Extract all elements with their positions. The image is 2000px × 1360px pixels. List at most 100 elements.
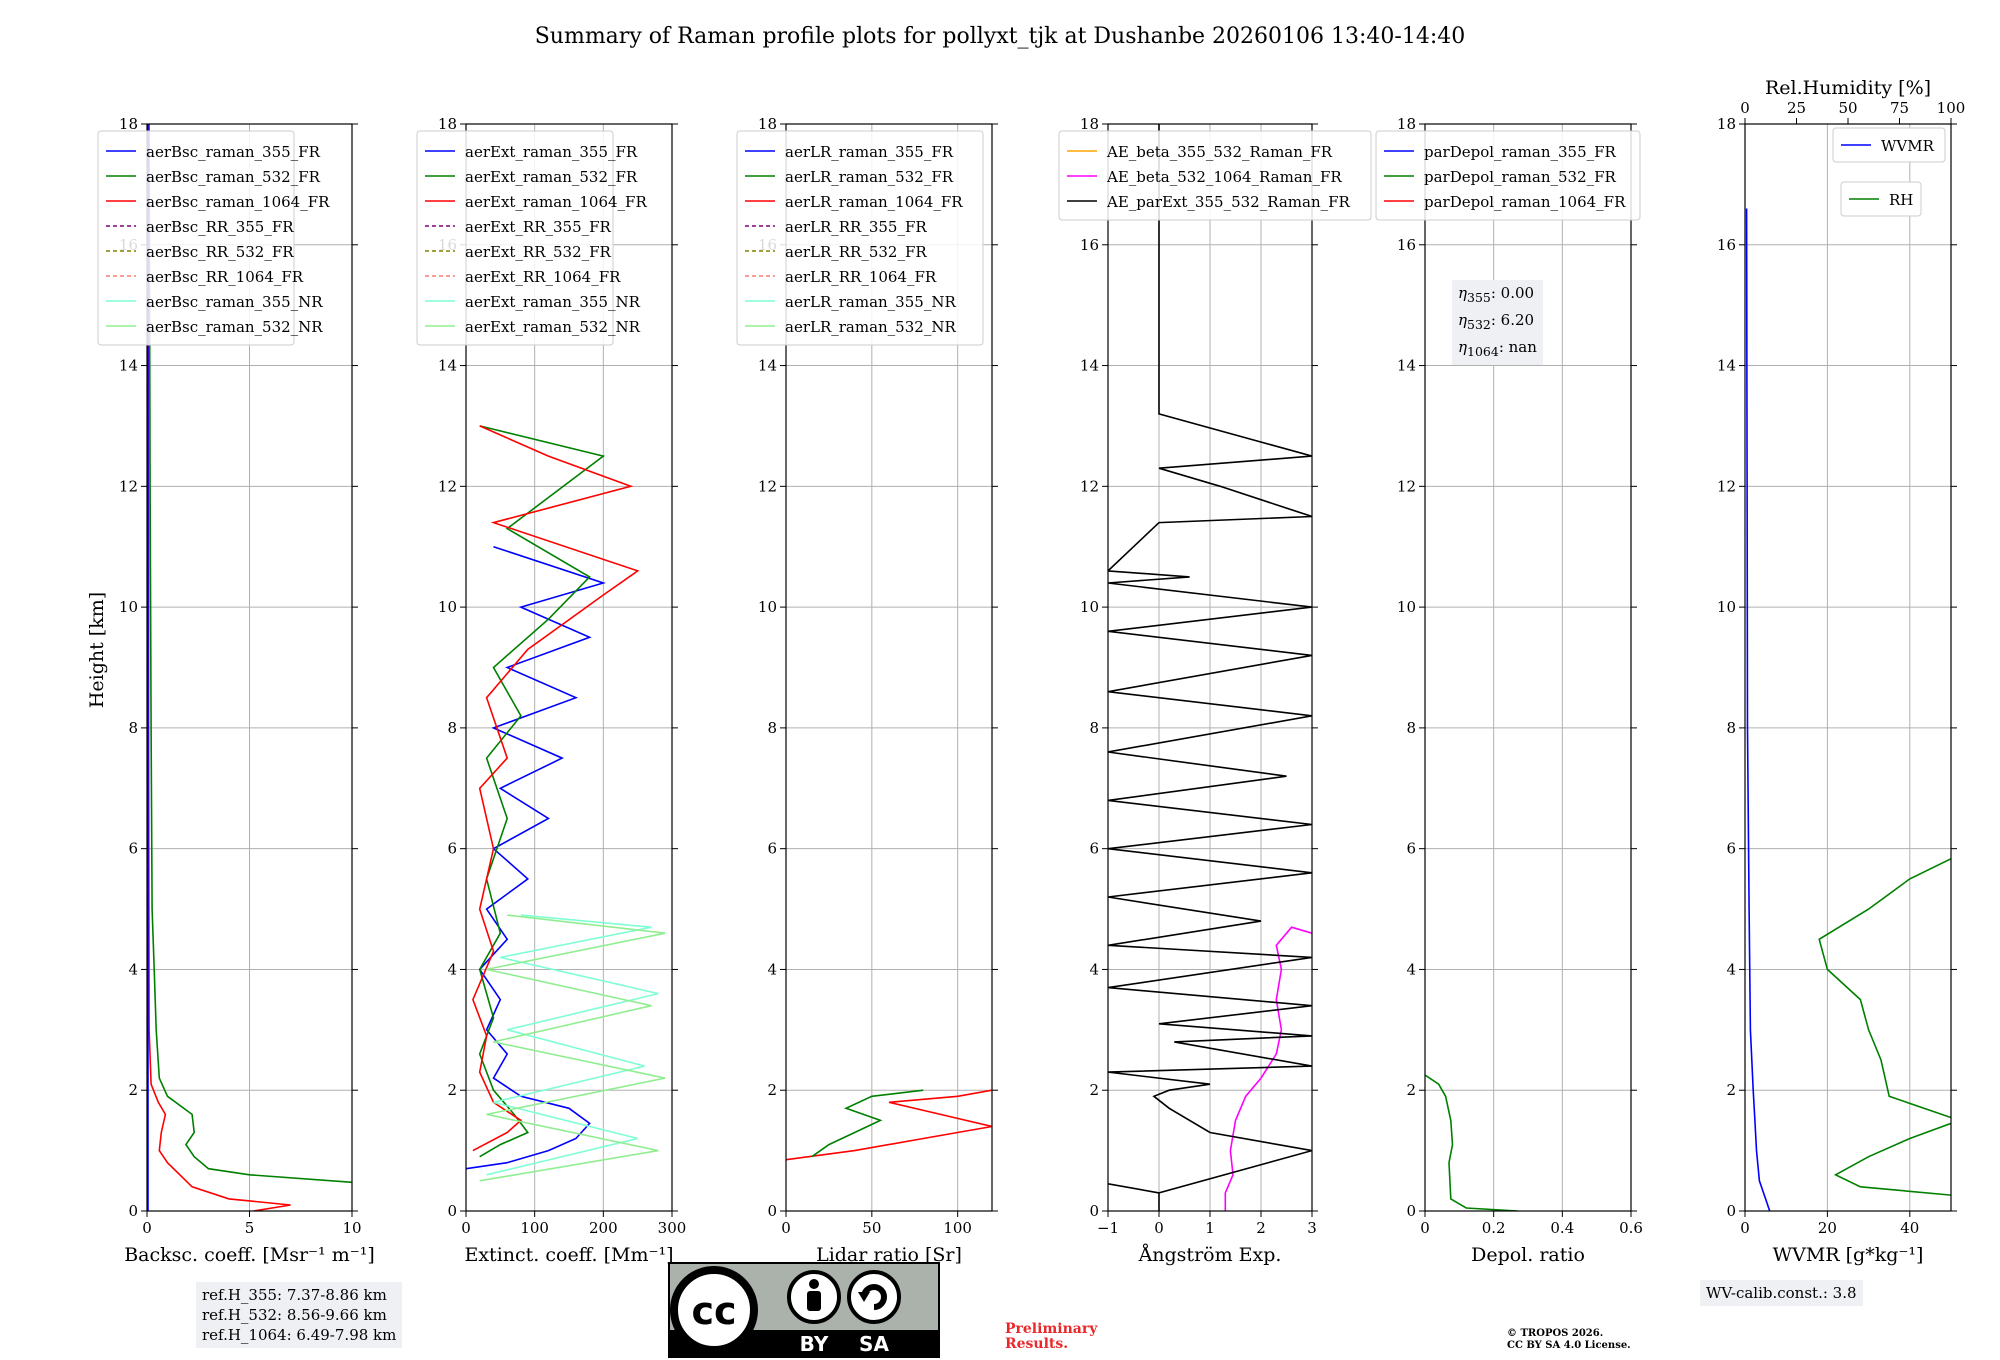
x-tick-label: 200 bbox=[589, 1219, 618, 1237]
y-tick-label: 18 bbox=[758, 115, 777, 133]
y-tick-label: 12 bbox=[119, 477, 138, 495]
x-tick-label: 100 bbox=[520, 1219, 549, 1237]
x-axis-label: Ångström Exp. bbox=[1138, 1244, 1282, 1266]
y-tick-label: 10 bbox=[1397, 598, 1416, 616]
wv-calibration-box: WV-calib.const.: 3.8 bbox=[1700, 1280, 1863, 1306]
y-tick-label: 0 bbox=[1089, 1202, 1099, 1220]
x-tick-label: −1 bbox=[1097, 1219, 1119, 1237]
y-tick-label: 16 bbox=[1080, 236, 1099, 254]
x-axis-label: Backsc. coeff. [Msr⁻¹ m⁻¹] bbox=[124, 1244, 375, 1266]
y-tick-label: 6 bbox=[1406, 840, 1416, 858]
series-group-ae bbox=[1108, 124, 1312, 1211]
y-tick-label: 16 bbox=[1397, 236, 1416, 254]
reference-heights-box: ref.H_355: 7.37-8.86 km ref.H_532: 8.56-… bbox=[196, 1282, 403, 1348]
series-line bbox=[479, 914, 666, 1182]
eta-355-sub: 355 bbox=[1467, 290, 1491, 305]
y-tick-label: 2 bbox=[1406, 1081, 1416, 1099]
preliminary-line-1: Preliminary bbox=[1005, 1321, 1098, 1337]
y-tick-label: 14 bbox=[1397, 357, 1416, 375]
x-tick-label: 3 bbox=[1307, 1219, 1317, 1237]
cc-logo-text: cc bbox=[691, 1289, 736, 1333]
legend-label: aerLR_RR_355_FR bbox=[785, 218, 927, 236]
legend-label: aerLR_RR_1064_FR bbox=[785, 268, 937, 286]
y-tick-label: 2 bbox=[128, 1081, 138, 1099]
legend-label: RH bbox=[1889, 191, 1913, 209]
y-tick-label: 10 bbox=[119, 598, 138, 616]
series-line bbox=[1745, 208, 1771, 1211]
legend-label: aerExt_RR_532_FR bbox=[465, 243, 612, 261]
y-tick-label: 12 bbox=[1397, 477, 1416, 495]
legend-label: aerBsc_RR_355_FR bbox=[146, 218, 294, 236]
series-line bbox=[466, 545, 606, 1170]
cc-logo-icon bbox=[670, 1266, 758, 1354]
y-tick-label: 4 bbox=[767, 960, 777, 978]
x-tick-label: 0 bbox=[1154, 1219, 1164, 1237]
y-tick-label: 8 bbox=[447, 719, 457, 737]
copyright-line-1: © TROPOS 2026. bbox=[1507, 1328, 1604, 1339]
y-tick-label: 18 bbox=[1397, 115, 1416, 133]
panel-bsc: 0246810121416180510Backsc. coeff. [Msr⁻¹… bbox=[97, 115, 375, 1266]
legend-label: aerExt_raman_1064_FR bbox=[465, 193, 647, 211]
copyright-line-2: CC BY SA 4.0 License. bbox=[1507, 1340, 1631, 1351]
legend-box bbox=[1840, 181, 1922, 217]
y-tick-label: 6 bbox=[128, 840, 138, 858]
cc-sa-label: SA bbox=[859, 1332, 889, 1356]
legend-box bbox=[97, 130, 295, 346]
y-tick-label: 8 bbox=[1089, 719, 1099, 737]
legend-label: aerLR_raman_1064_FR bbox=[785, 193, 963, 211]
legend-box bbox=[416, 130, 614, 346]
y-tick-label: 2 bbox=[1089, 1081, 1099, 1099]
y-tick-label: 6 bbox=[1089, 840, 1099, 858]
y-tick-label: 18 bbox=[119, 115, 138, 133]
legend-label: parDepol_raman_355_FR bbox=[1424, 143, 1617, 161]
figure-title: Summary of Raman profile plots for polly… bbox=[535, 24, 1466, 49]
y-tick-label: 16 bbox=[1717, 236, 1736, 254]
axes-frame bbox=[1744, 123, 1952, 1212]
x-tick-label: 0.4 bbox=[1550, 1219, 1574, 1237]
panel-lr: 024681012141618050100Lidar ratio [Sr]aer… bbox=[736, 115, 998, 1266]
eta-1064-value: : nan bbox=[1498, 338, 1537, 356]
legend-label: WVMR bbox=[1881, 137, 1935, 155]
x-tick-label: 100 bbox=[943, 1219, 972, 1237]
copyright-note: © TROPOS 2026. CC BY SA 4.0 License. bbox=[1507, 1328, 1631, 1352]
preliminary-line-2: Results. bbox=[1005, 1336, 1069, 1352]
ref-height-1064: ref.H_1064: 6.49-7.98 km bbox=[202, 1326, 397, 1344]
x-tick-label: 0.6 bbox=[1619, 1219, 1643, 1237]
series-line bbox=[786, 1089, 992, 1161]
panel-ext: 0246810121416180100200300Extinct. coeff.… bbox=[416, 115, 687, 1266]
y-tick-label: 12 bbox=[1080, 477, 1099, 495]
legend-label: aerExt_RR_1064_FR bbox=[465, 268, 621, 286]
axes-frame bbox=[465, 123, 673, 1212]
cc-by-label: BY bbox=[800, 1332, 829, 1356]
series-line bbox=[472, 425, 640, 1152]
legend-label: AE_beta_532_1064_Raman_FR bbox=[1106, 168, 1342, 186]
legend-label: aerExt_raman_355_FR bbox=[465, 143, 638, 161]
y-tick-label: 0 bbox=[128, 1202, 138, 1220]
legend-box bbox=[1058, 130, 1372, 221]
x-tick-label: 300 bbox=[658, 1219, 687, 1237]
legend-box bbox=[736, 130, 984, 346]
y-tick-label: 8 bbox=[128, 719, 138, 737]
legend-label: aerBsc_raman_355_NR bbox=[146, 293, 323, 311]
legend-label: aerBsc_raman_532_FR bbox=[146, 168, 321, 186]
legend-label: aerExt_RR_355_FR bbox=[465, 218, 612, 236]
x-axis-label: Extinct. coeff. [Mm⁻¹] bbox=[464, 1244, 673, 1266]
eta-532-row: η532: 6.20 bbox=[1458, 309, 1537, 336]
eta-532-sub: 532 bbox=[1467, 317, 1491, 332]
x-tick-label: 0 bbox=[1740, 1219, 1750, 1237]
legend-label: aerBsc_raman_532_NR bbox=[146, 318, 323, 336]
share-alike-icon bbox=[847, 1270, 901, 1324]
x-tick-label: 0.2 bbox=[1482, 1219, 1506, 1237]
eta-355-symbol: η bbox=[1458, 284, 1467, 302]
y-tick-label: 2 bbox=[447, 1081, 457, 1099]
preliminary-results-note: Preliminary Results. bbox=[1005, 1322, 1097, 1352]
y-tick-label: 6 bbox=[767, 840, 777, 858]
y-tick-label: 14 bbox=[1080, 357, 1099, 375]
top-x-tick-label: 75 bbox=[1890, 99, 1909, 117]
x-tick-label: 40 bbox=[1900, 1219, 1919, 1237]
eta-355-row: η355: 0.00 bbox=[1458, 282, 1537, 309]
y-tick-label: 4 bbox=[1726, 960, 1736, 978]
legend-label: aerBsc_RR_1064_FR bbox=[146, 268, 304, 286]
